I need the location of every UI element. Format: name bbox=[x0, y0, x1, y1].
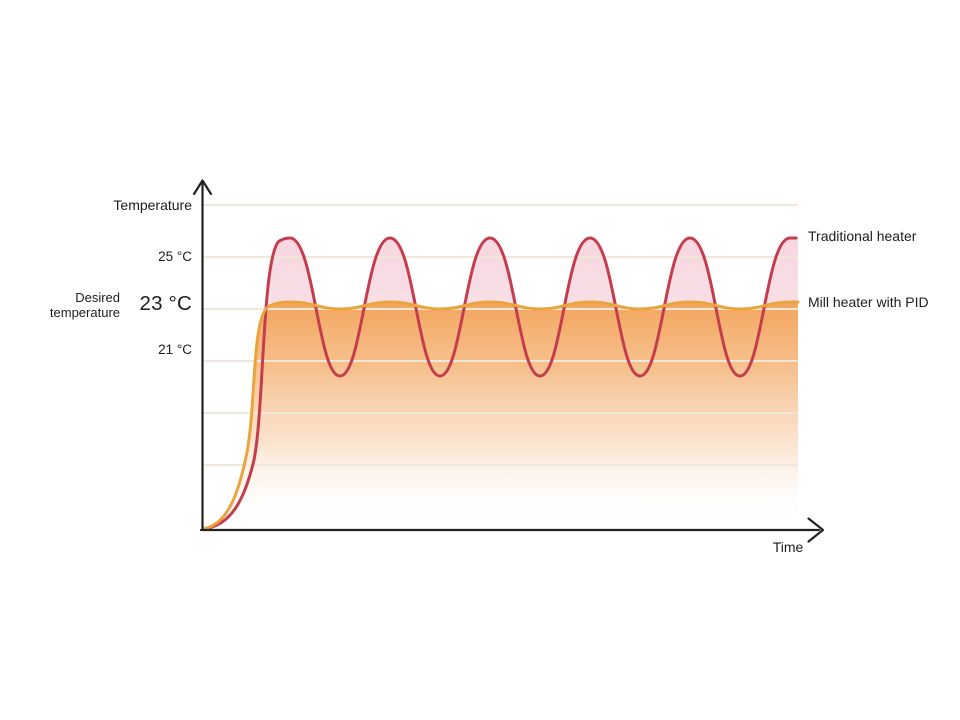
y-axis bbox=[192, 179, 213, 532]
x-axis-title: Time bbox=[772, 539, 804, 555]
desired-temperature-label-line1: Desired bbox=[75, 290, 120, 305]
legend-mill-heater-pid: Mill heater with PID bbox=[808, 294, 929, 310]
y-axis-title: Temperature bbox=[113, 197, 192, 213]
pid-heater-fill bbox=[203, 302, 798, 529]
y-tick-25: 25 °C bbox=[158, 249, 192, 264]
x-axis bbox=[199, 517, 825, 543]
desired-temperature-label-line2: temperature bbox=[49, 305, 120, 320]
desired-temperature-value: 23 °C bbox=[139, 292, 192, 315]
horizontal-gridlines bbox=[203, 204, 798, 466]
y-axis-arrow-icon bbox=[192, 179, 213, 196]
legend-traditional-heater: Traditional heater bbox=[808, 228, 917, 244]
pid-heater-curve bbox=[201, 300, 800, 531]
traditional-heater-curve bbox=[201, 236, 798, 531]
desired-temperature-label: Desired temperature bbox=[0, 290, 120, 320]
y-tick-21: 21 °C bbox=[158, 342, 192, 357]
x-axis-arrow-icon bbox=[807, 517, 825, 543]
